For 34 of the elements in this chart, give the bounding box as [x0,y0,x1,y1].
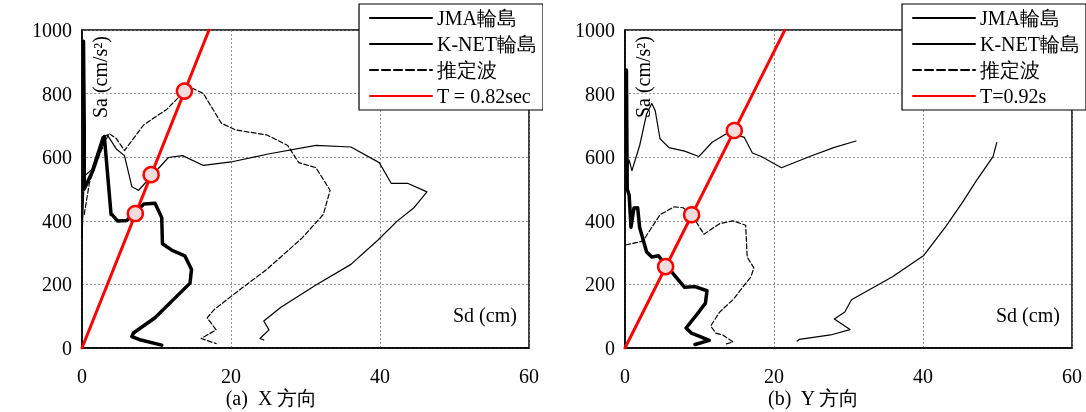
x-tick-label: 40 [913,365,933,387]
x-tick-label: 60 [519,365,539,387]
x-tick-label: 20 [221,365,241,387]
y-tick-label: 0 [605,337,615,359]
y-tick-label: 800 [42,82,72,105]
x-tick-label: 20 [764,365,784,387]
y-tick-label: 1000 [575,19,615,41]
x-tick-label: 60 [1062,365,1082,387]
legend-label: 推定波 [980,59,1041,81]
y-tick-label: 400 [42,209,72,232]
x-axis-title: Sd (cm) [996,304,1060,327]
y-tick-label: 600 [42,146,72,169]
y-axis-title: Sa (cm/s²) [632,36,655,119]
y-axis-title: Sa (cm/s²) [89,36,112,119]
y-tick-label: 600 [585,146,615,169]
y-tick-label: 200 [585,273,615,296]
y-tick-label: 800 [585,82,615,105]
legend-label: K-NET輪島 [980,33,1080,55]
legend-label: T=0.92s [980,85,1047,107]
legend-label: K-NET輪島 [437,33,537,55]
legend-label: JMA輪島 [980,7,1061,29]
y-tick-label: 0 [62,337,72,359]
x-tick-label: 0 [620,365,630,387]
legend-label: T = 0.82sec [437,85,531,107]
y-tick-label: 200 [42,273,72,296]
text: (b) Y 方向 [768,387,860,410]
legend-label: 推定波 [437,59,498,81]
legend-label: JMA輪島 [437,7,518,29]
x-axis-title: Sd (cm) [453,304,517,327]
y-tick-label: 1000 [32,19,72,41]
x-tick-label: 40 [370,365,390,387]
x-tick-label: 0 [77,365,87,387]
text: (a) X 方向 [225,387,318,410]
y-tick-label: 400 [585,209,615,232]
